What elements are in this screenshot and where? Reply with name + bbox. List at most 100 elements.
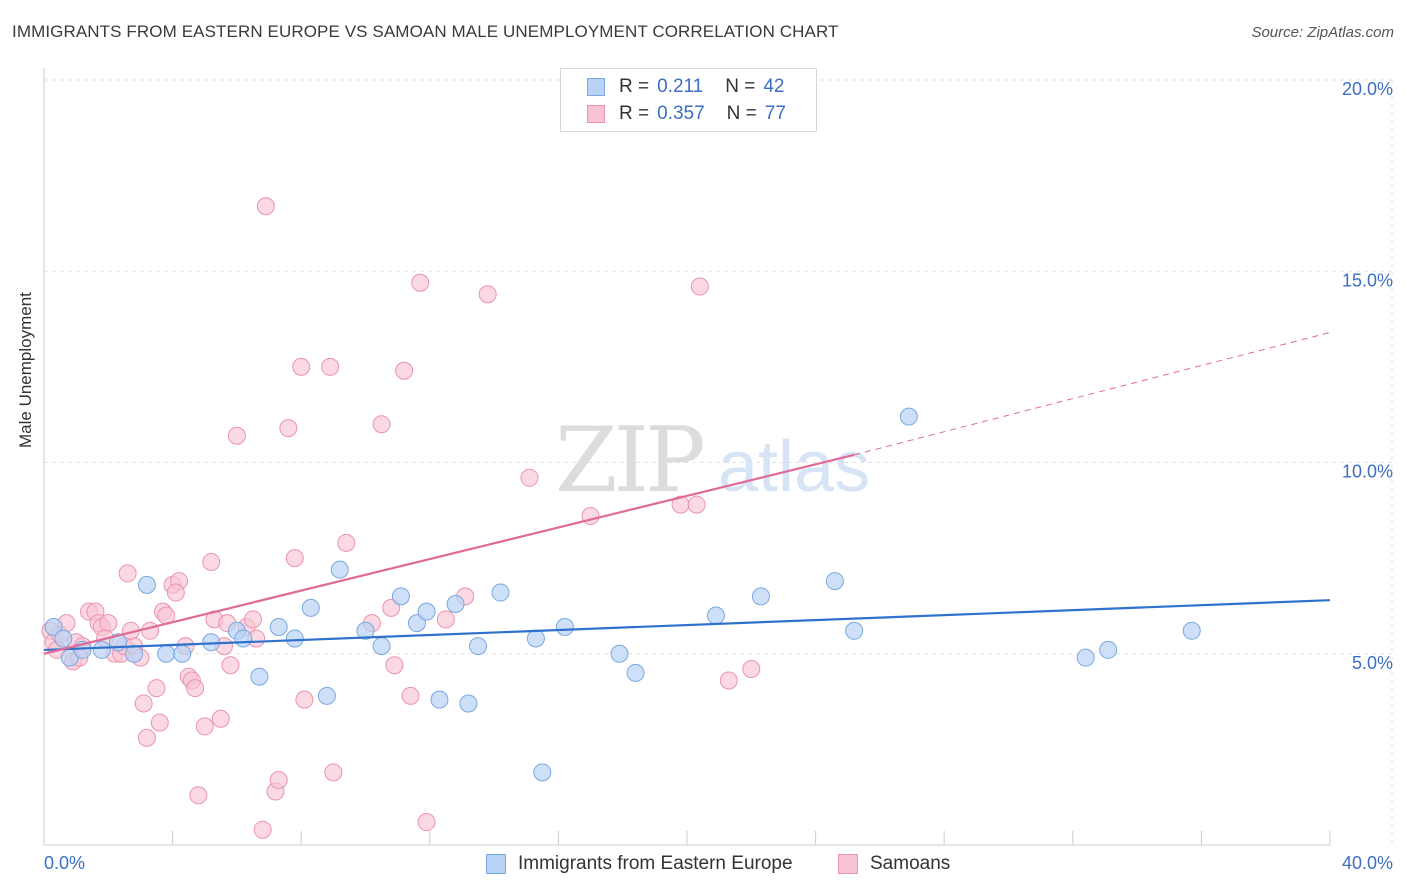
y-tick-label: 15.0% xyxy=(1342,270,1393,290)
samoans-point xyxy=(742,660,761,679)
samoans-point xyxy=(227,426,246,445)
samoans-point xyxy=(166,583,185,602)
y-tick-label: 10.0% xyxy=(1342,462,1393,482)
eastern-europe-point xyxy=(330,560,349,579)
samoans-point xyxy=(395,361,414,380)
samoans-point xyxy=(221,656,240,675)
samoans-point xyxy=(269,770,288,789)
bottom-legend-swatch-blue xyxy=(486,854,506,874)
samoans-point xyxy=(134,694,153,713)
samoans-point xyxy=(417,813,436,832)
bottom-legend-swatch-pink xyxy=(838,854,858,874)
bottom-legend-samoans: Samoans xyxy=(838,852,950,876)
eastern-europe-point xyxy=(845,621,864,640)
eastern-europe-points xyxy=(44,407,1201,782)
eastern-europe-point xyxy=(54,629,73,648)
samoans-point xyxy=(253,820,272,839)
samoans-point xyxy=(292,357,311,376)
eastern-europe-point xyxy=(417,602,436,621)
samoans-point xyxy=(321,357,340,376)
legend-r-label: R = xyxy=(619,103,650,124)
samoans-point xyxy=(211,709,230,728)
eastern-europe-point xyxy=(234,629,253,648)
samoans-point xyxy=(337,533,356,552)
samoans-point xyxy=(137,728,156,747)
legend-swatch-blue xyxy=(587,78,605,96)
eastern-europe-point xyxy=(301,598,320,617)
axes xyxy=(43,68,1331,846)
samoans-point xyxy=(478,285,497,304)
eastern-europe-point xyxy=(555,617,574,636)
x-tick-label-max: 40.0% xyxy=(1342,853,1393,873)
y-tick-labels: 5.0% 10.0% 15.0% 20.0% xyxy=(1342,79,1393,673)
trend-lines xyxy=(43,331,1331,655)
eastern-europe-point xyxy=(469,637,488,656)
eastern-europe-point xyxy=(446,595,465,614)
eastern-europe-point xyxy=(526,629,545,648)
legend-r-label: R = xyxy=(619,76,650,97)
y-tick-label: 20.0% xyxy=(1342,79,1393,99)
legend-n-value: 77 xyxy=(764,103,786,124)
samoans-point xyxy=(436,610,455,629)
eastern-europe-point xyxy=(125,644,144,663)
samoans-point xyxy=(385,656,404,675)
samoans-point xyxy=(285,549,304,568)
legend-r-value: 0.357 xyxy=(657,103,705,124)
samoans-point xyxy=(719,671,738,690)
eastern-europe-point xyxy=(92,640,111,659)
samoans-point xyxy=(256,197,275,216)
eastern-europe-point xyxy=(407,614,426,633)
samoans-point xyxy=(189,786,208,805)
samoans-point xyxy=(243,610,262,629)
stats-legend: R = 0.211 N = 42 R = 0.357 N = 77 xyxy=(560,68,817,132)
bottom-legend-eastern-europe: Immigrants from Eastern Europe xyxy=(486,852,793,876)
legend-r-value: 0.211 xyxy=(657,76,704,97)
samoans-point xyxy=(150,713,169,732)
legend-n-value: 42 xyxy=(763,76,785,97)
eastern-europe-point xyxy=(356,621,375,640)
eastern-europe-point xyxy=(44,617,63,636)
samoans-point xyxy=(202,552,221,571)
samoans-point xyxy=(690,277,709,296)
samoans-point xyxy=(118,564,137,583)
samoans-point xyxy=(324,763,343,782)
eastern-europe-point xyxy=(1099,640,1118,659)
samoans-point xyxy=(401,686,420,705)
eastern-europe-point xyxy=(157,644,176,663)
eastern-europe-point xyxy=(137,575,156,594)
legend-n-label: N = xyxy=(726,103,757,124)
legend-n-label: N = xyxy=(725,76,756,97)
samoans-points xyxy=(41,197,761,839)
eastern-europe-point xyxy=(285,629,304,648)
y-tick-label: 5.0% xyxy=(1352,653,1393,673)
chart-title: IMMIGRANTS FROM EASTERN EUROPE VS SAMOAN… xyxy=(12,22,839,41)
samoans-trend-line xyxy=(43,453,855,655)
eastern-europe-point xyxy=(269,617,288,636)
eastern-europe-point xyxy=(430,690,449,709)
x-tick-labels: 0.0% 40.0% xyxy=(44,853,1393,873)
watermark: ZIP atlas xyxy=(555,408,870,513)
samoans-point xyxy=(295,690,314,709)
legend-row-samoans: R = 0.357 N = 77 xyxy=(587,101,786,127)
eastern-europe-point xyxy=(250,667,269,686)
eastern-europe-point xyxy=(173,644,192,663)
eastern-europe-point xyxy=(533,763,552,782)
bottom-legend-label: Immigrants from Eastern Europe xyxy=(518,853,793,874)
eastern-europe-point xyxy=(491,583,510,602)
eastern-europe-point xyxy=(317,686,336,705)
samoans-point xyxy=(186,679,205,698)
samoans-point xyxy=(687,495,706,514)
y-axis-label: Male Unemployment xyxy=(16,292,35,448)
samoans-trend-extension xyxy=(854,331,1331,456)
watermark-zip: ZIP xyxy=(555,408,703,513)
eastern-europe-point xyxy=(899,407,918,426)
samoans-point xyxy=(99,614,118,633)
samoans-point xyxy=(147,679,166,698)
eastern-europe-point xyxy=(610,644,629,663)
eastern-europe-point xyxy=(825,572,844,591)
legend-swatch-pink xyxy=(587,105,605,123)
eastern-europe-point xyxy=(706,606,725,625)
samoans-point xyxy=(520,468,539,487)
bottom-legend-label: Samoans xyxy=(870,853,951,874)
